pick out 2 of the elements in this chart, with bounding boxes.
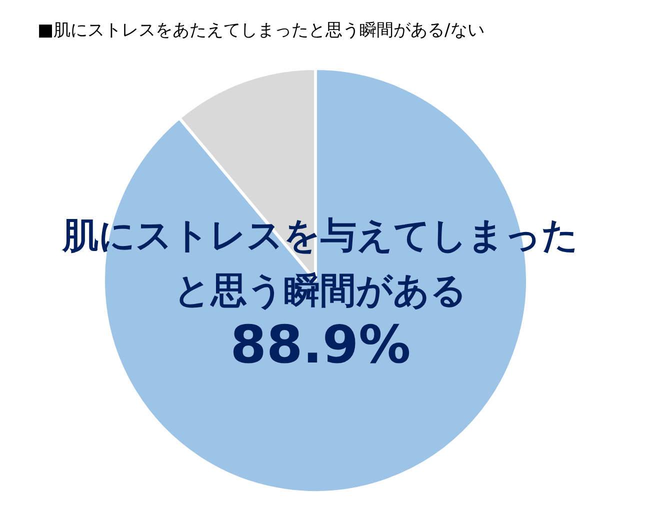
- chart-title: ■肌にストレスをあたえてしまったと思う瞬間がある/ない: [38, 20, 484, 40]
- data-label: 88.9%: [230, 316, 411, 376]
